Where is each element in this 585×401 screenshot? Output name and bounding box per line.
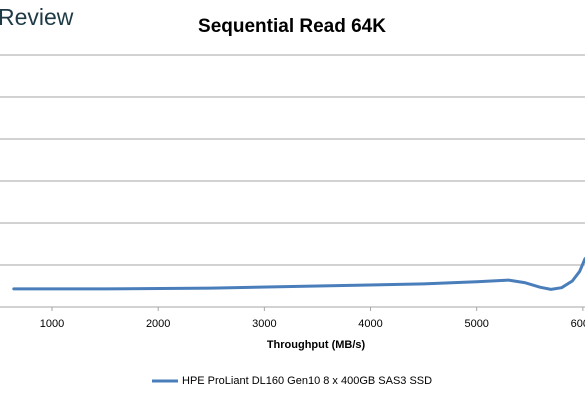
x-tick-label: 6000 <box>571 318 585 330</box>
x-tick-label: 5000 <box>464 318 488 330</box>
logo: Review <box>0 4 74 30</box>
chart-title: Sequential Read 64K <box>198 16 386 37</box>
x-tick-label: 4000 <box>358 318 382 330</box>
x-tick-label: 2000 <box>146 318 170 330</box>
legend-label: HPE ProLiant DL160 Gen10 8 x 400GB SAS3 … <box>182 375 432 387</box>
data-line <box>12 257 585 291</box>
x-tick-label: 1000 <box>40 318 64 330</box>
x-tick-label: 3000 <box>252 318 276 330</box>
x-axis-label: Throughput (MB/s) <box>267 339 366 351</box>
